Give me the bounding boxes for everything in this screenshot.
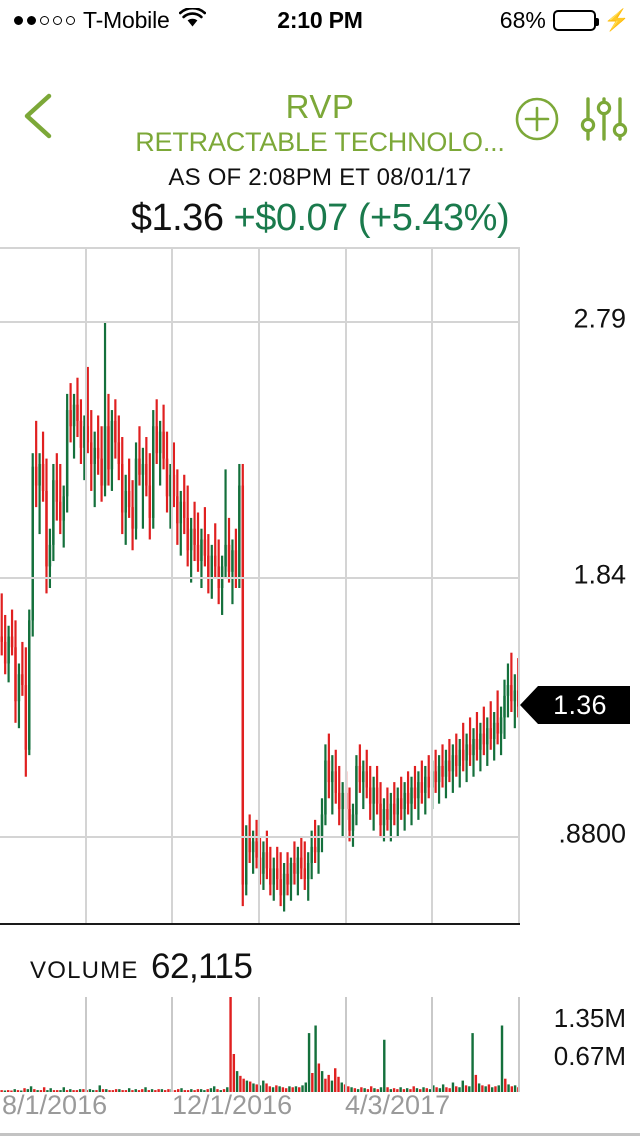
- volume-gridline-vertical: [518, 997, 520, 1092]
- nav-bar: RVP RETRACTABLE TECHNOLO...: [0, 40, 640, 157]
- chart-gridline-horizontal: [0, 836, 520, 838]
- price-plot-area[interactable]: [0, 247, 520, 925]
- price-line: $1.36 +$0.07 (+5.43%): [0, 197, 640, 240]
- chart-gridline-vertical: [85, 249, 87, 923]
- company-name: RETRACTABLE TECHNOLO...: [135, 127, 505, 157]
- date-axis-label: 4/3/2017: [345, 1090, 451, 1120]
- volume-gridline-vertical: [258, 997, 260, 1092]
- volume-gridline-vertical: [85, 997, 87, 1092]
- ticker-symbol: RVP: [285, 88, 355, 125]
- plus-circle-icon: [515, 97, 559, 141]
- volume-plot-area[interactable]: [0, 997, 520, 1092]
- volume-baseline: [0, 1133, 640, 1136]
- battery-icon: [552, 9, 599, 31]
- price-axis-label: .8800: [558, 818, 626, 849]
- status-bar-left: T-Mobile: [14, 0, 206, 40]
- price-marker-arrow: [520, 685, 538, 724]
- volume-pane: VOLUME 62,115 1.35M 0.67M: [0, 925, 640, 1136]
- signal-strength-icon: [14, 15, 75, 25]
- date-axis: 8/1/2016 12/1/2016 4/3/2017: [0, 1090, 640, 1136]
- status-bar-right: 68% ⚡: [500, 0, 630, 40]
- status-bar-clock: 2:10 PM: [277, 6, 363, 33]
- wifi-icon: [178, 6, 206, 33]
- signal-dot: [14, 15, 23, 25]
- last-price: $1.36: [130, 197, 224, 239]
- current-price-marker: 1.36: [520, 685, 630, 724]
- chart-gridline-vertical: [518, 249, 520, 923]
- chart-gridline-vertical: [345, 249, 347, 923]
- battery-percent-label: 68%: [499, 6, 546, 33]
- chart-gridline-horizontal: [0, 321, 520, 323]
- signal-dot: [66, 15, 75, 25]
- price-axis-label: 1.84: [573, 559, 626, 590]
- lightning-bolt-icon: ⚡: [603, 8, 630, 32]
- volume-axis: 1.35M 0.67M: [520, 997, 640, 1092]
- chart-gridline-horizontal: [0, 577, 520, 579]
- status-bar: T-Mobile 2:10 PM 68% ⚡: [0, 0, 640, 40]
- title-block: RVP RETRACTABLE TECHNOLO...: [120, 88, 520, 159]
- volume-bar-series: [0, 997, 520, 1092]
- sliders-icon: [580, 97, 628, 141]
- volume-gridline-vertical: [345, 997, 347, 1092]
- price-axis: 2.79 1.84 .8800 1.36: [520, 247, 640, 925]
- chevron-left-icon: [24, 93, 52, 139]
- volume-gridline-vertical: [431, 997, 433, 1092]
- volume-value: 62,115: [151, 947, 253, 986]
- signal-dot: [27, 15, 36, 25]
- signal-dot: [53, 15, 62, 25]
- signal-dot: [40, 15, 49, 25]
- as-of-timestamp: AS OF 2:08PM ET 08/01/17: [168, 164, 472, 191]
- quote-block: AS OF 2:08PM ET 08/01/17 $1.36 +$0.07 (+…: [0, 164, 640, 240]
- date-axis-label: 12/1/2016: [172, 1090, 293, 1120]
- chart-gridline-vertical: [171, 249, 173, 923]
- add-button[interactable]: [512, 94, 562, 149]
- volume-axis-label: 0.67M: [553, 1041, 626, 1071]
- volume-header: VOLUME 62,115: [30, 947, 253, 987]
- back-button[interactable]: [18, 90, 62, 142]
- chart-settings-button[interactable]: [576, 94, 632, 149]
- price-axis-label: 2.79: [573, 303, 626, 334]
- volume-label: VOLUME: [30, 957, 139, 984]
- candlestick-series: [0, 321, 520, 912]
- price-chart[interactable]: 2.79 1.84 .8800 1.36: [0, 247, 640, 925]
- nav-actions: [512, 94, 632, 149]
- chart-gridline-vertical: [431, 249, 433, 923]
- chart-gridline-vertical: [258, 249, 260, 923]
- date-axis-label: 8/1/2016: [2, 1090, 108, 1120]
- volume-axis-label: 1.35M: [553, 1003, 626, 1033]
- price-marker-value: 1.36: [538, 685, 630, 724]
- change-percent: (+5.43%): [357, 197, 510, 239]
- carrier-label: T-Mobile: [83, 6, 170, 33]
- volume-gridline-vertical: [171, 997, 173, 1092]
- change-amount: +$0.07: [233, 197, 349, 239]
